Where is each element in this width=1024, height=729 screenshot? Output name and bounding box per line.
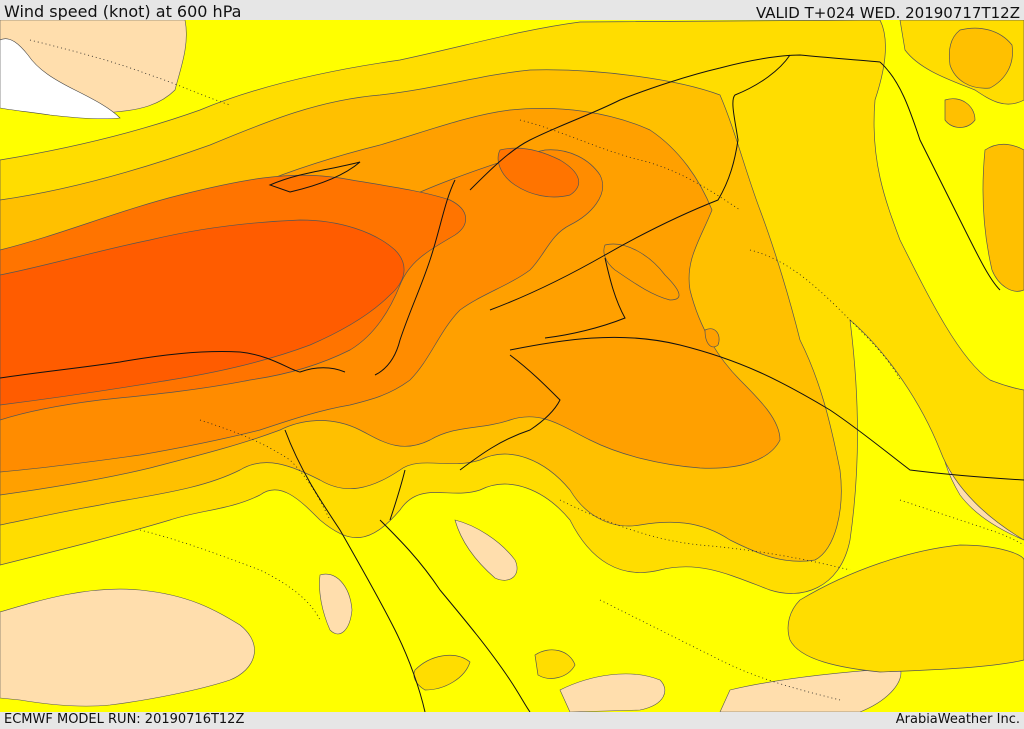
- border-jordan-saudi: [459, 354, 561, 471]
- ochre-band-east-2: [944, 98, 976, 128]
- deeporange-band-inland: [497, 147, 580, 198]
- footer-bar: ECMWF MODEL RUN: 20190716T12Z ArabiaWeat…: [0, 712, 1024, 729]
- boundaries: [0, 54, 1024, 712]
- border-jordan-iraq: [544, 257, 626, 339]
- dotted-line-7: [29, 39, 231, 106]
- border-syria-iraq: [489, 54, 791, 311]
- ochre-band-northeast: [948, 27, 1013, 89]
- coastline-gulf-of-aqaba: [389, 469, 406, 521]
- contour-band-7: [0, 219, 405, 406]
- dotted-line-4: [749, 249, 901, 381]
- sea-areas: [0, 38, 121, 120]
- gold-band-south: [413, 655, 471, 691]
- dotted-line-1: [519, 119, 741, 211]
- orange-band-east-2: [704, 328, 720, 348]
- orange-band-east: [603, 243, 680, 301]
- map-title: Wind speed (knot) at 600 hPa: [4, 2, 242, 21]
- tan-patch-southcentral: [454, 519, 518, 581]
- gold-band-southeast: [787, 544, 1024, 673]
- wind-speed-map: [0, 20, 1024, 712]
- dotted-line-6: [139, 529, 321, 621]
- header-bar: Wind speed (knot) at 600 hPa VALID T+024…: [0, 0, 1024, 22]
- coastline-egypt: [0, 351, 346, 379]
- tan-patch-south: [559, 673, 665, 712]
- jet-core: [0, 219, 405, 406]
- coastline-red-sea-west: [284, 429, 426, 712]
- tan-patch-southwest: [0, 588, 255, 707]
- ochre-band-east: [982, 143, 1024, 292]
- border-turkey-syria: [469, 54, 881, 191]
- aegean-sea: [0, 38, 121, 120]
- dotted-line-5: [599, 599, 841, 701]
- brand-label: ArabiaWeather Inc.: [895, 712, 1020, 727]
- border-iran-iraq: [879, 61, 1001, 291]
- border-iraq-saudi: [509, 336, 1024, 481]
- coastline-red-sea-east: [379, 519, 531, 712]
- coastline-cyprus: [268, 161, 361, 193]
- gold-band-south-2: [534, 649, 576, 679]
- admin-boundaries: [29, 39, 1024, 701]
- tan-patch-redsea: [319, 573, 353, 635]
- valid-time-label: VALID T+024 WED. 20190717T12Z: [755, 4, 1020, 22]
- model-run-label: ECMWF MODEL RUN: 20190716T12Z: [4, 712, 245, 727]
- coastline-mediterranean-east: [374, 179, 456, 376]
